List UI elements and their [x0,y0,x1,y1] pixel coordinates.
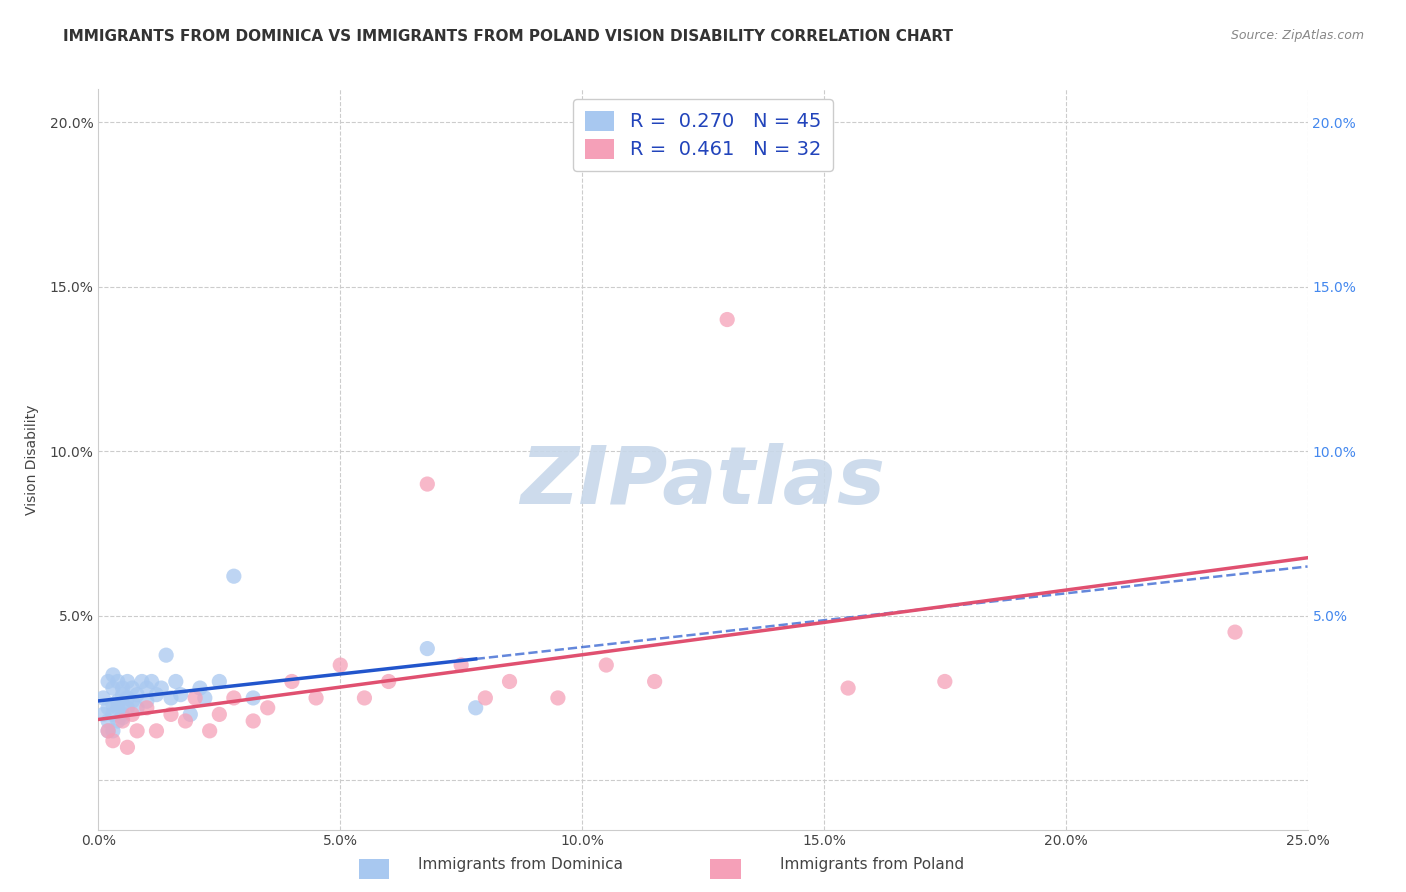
Point [127,701,149,715]
Point [135,681,157,695]
Point [155,648,177,662]
Point [329,658,352,673]
Point [256,701,278,715]
Y-axis label: Vision Disability: Vision Disability [24,404,38,515]
Point [135,694,157,708]
Point [222,690,245,705]
Point [595,658,617,673]
Point [127,688,149,702]
Point [97,674,120,689]
Point [242,690,264,705]
Point [416,641,439,656]
Point [169,688,191,702]
Point [150,681,173,695]
Point [111,688,134,702]
Point [97,723,120,738]
Point [188,681,211,695]
Point [111,711,134,725]
Point [131,674,153,689]
Point [91,690,114,705]
Point [165,674,187,689]
Point [101,733,124,747]
Point [934,674,956,689]
Point [194,690,217,705]
Legend: R =  0.270   N = 45, R =  0.461   N = 32: R = 0.270 N = 45, R = 0.461 N = 32 [574,99,832,171]
Point [208,674,231,689]
Point [716,312,738,326]
Point [242,714,264,728]
Point [101,707,124,722]
Point [305,690,328,705]
Point [198,723,221,738]
Point [174,714,197,728]
Point [121,694,143,708]
Text: ZIPatlas: ZIPatlas [520,442,886,521]
Point [121,707,143,722]
Point [117,740,139,755]
Point [91,707,114,722]
Point [97,701,120,715]
Point [121,681,143,695]
Point [101,668,124,682]
Point [97,723,120,738]
Point [498,674,520,689]
Text: Immigrants from Dominica: Immigrants from Dominica [418,857,623,872]
Text: Source: ZipAtlas.com: Source: ZipAtlas.com [1230,29,1364,42]
Point [160,690,183,705]
Text: Immigrants from Poland: Immigrants from Poland [780,857,963,872]
Point [160,707,183,722]
Point [97,714,120,728]
Point [145,723,167,738]
Point [111,707,134,722]
Point [281,674,304,689]
Point [141,674,163,689]
Point [179,707,201,722]
Point [111,681,134,695]
Point [101,681,124,695]
Point [208,707,231,722]
Point [222,569,245,583]
Point [127,723,149,738]
Point [145,688,167,702]
Point [107,714,129,728]
Point [450,658,472,673]
Point [377,674,399,689]
Point [474,690,496,705]
Point [107,674,129,689]
Point [416,477,439,491]
Point [1223,625,1246,640]
Point [111,714,134,728]
Text: IMMIGRANTS FROM DOMINICA VS IMMIGRANTS FROM POLAND VISION DISABILITY CORRELATION: IMMIGRANTS FROM DOMINICA VS IMMIGRANTS F… [63,29,953,44]
Point [547,690,569,705]
Point [135,701,157,715]
Point [107,694,129,708]
Point [117,690,139,705]
Point [184,690,207,705]
Point [101,723,124,738]
Point [107,701,129,715]
Point [117,674,139,689]
Point [101,698,124,712]
Point [117,701,139,715]
Point [644,674,666,689]
Point [464,701,486,715]
Point [353,690,375,705]
Point [111,698,134,712]
Point [837,681,859,695]
